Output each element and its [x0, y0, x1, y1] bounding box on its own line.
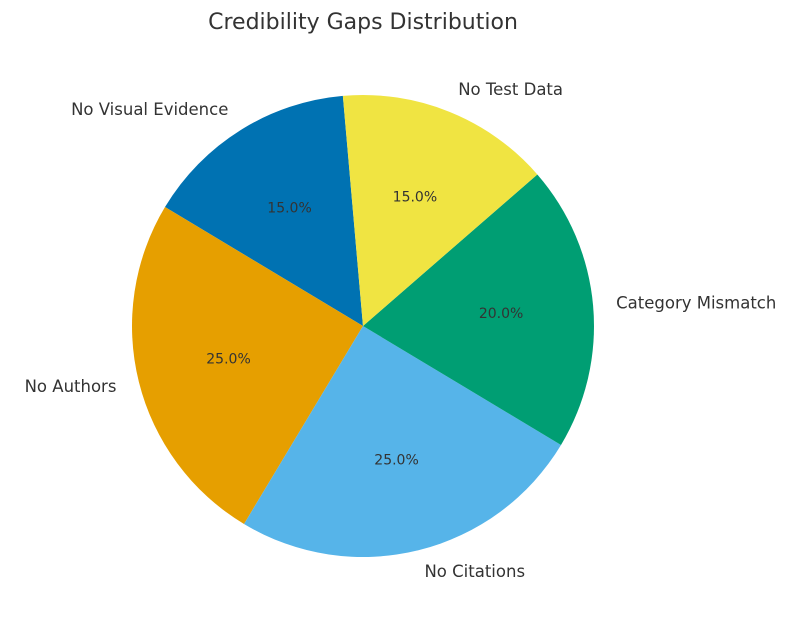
pie-labels: No Visual Evidence 15.0% No Authors 25.0% No…	[25, 80, 777, 581]
slice-percent-no-citations: 25.0%	[374, 452, 418, 468]
pie-slice-no-visual-evidence	[164, 95, 363, 326]
pie-slice-no-authors	[131, 207, 363, 525]
slice-percent-no-authors: 25.0%	[206, 352, 250, 368]
chart-title: Credibility Gaps Distribution	[208, 10, 518, 35]
slice-label-no-authors: No Authors	[25, 377, 117, 396]
pie-slice-category-mismatch	[363, 174, 595, 445]
pie-slice-no-citations	[244, 326, 562, 558]
slice-label-category-mismatch: Category Mismatch	[616, 293, 776, 312]
slice-label-no-test-data: No Test Data	[458, 80, 563, 99]
slice-percent-no-visual-evidence: 15.0%	[267, 200, 311, 216]
pie-slices	[131, 95, 595, 558]
slice-percent-no-test-data: 15.0%	[393, 189, 437, 205]
slice-percent-category-mismatch: 20.0%	[479, 306, 523, 322]
pie-slice-no-test-data	[342, 95, 538, 327]
slice-label-no-citations: No Citations	[424, 562, 525, 581]
slice-label-no-visual-evidence: No Visual Evidence	[71, 100, 228, 119]
